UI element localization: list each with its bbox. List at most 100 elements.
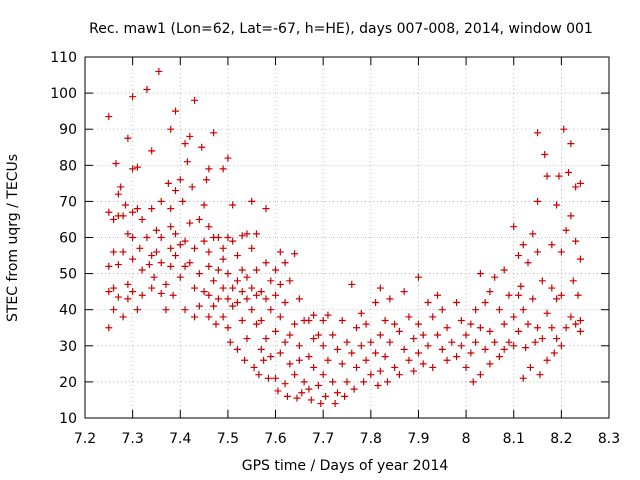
data-point [224,270,232,278]
data-point [133,163,141,171]
data-point [514,252,522,260]
data-point [233,345,241,353]
data-point [360,378,368,386]
data-point [429,313,437,321]
data-point [181,262,189,270]
data-point [274,387,282,395]
data-point [574,291,582,299]
x-tick-label: 7.8 [360,431,382,447]
data-point [257,288,265,296]
data-point [224,324,232,332]
x-tick-label: 8.1 [503,431,525,447]
x-tick-label: 7.6 [264,431,286,447]
data-point [576,327,584,335]
y-tick-label: 30 [59,339,77,355]
data-point [219,255,227,263]
data-point [522,344,530,352]
data-point [333,389,341,397]
data-point [257,345,265,353]
y-tick-label: 90 [59,122,77,138]
data-point [129,208,137,216]
data-point [534,129,542,137]
data-point [386,295,394,303]
data-point [205,165,213,173]
data-point [114,190,122,198]
data-point [124,295,132,303]
data-point [200,237,208,245]
data-point [119,313,127,321]
data-point [172,187,180,195]
y-tick-label: 20 [59,375,77,391]
data-point [414,320,422,328]
y-axis-label: STEC from uqrg / TECUs [5,154,21,322]
data-point [248,197,256,205]
data-point [195,302,203,310]
data-point [148,284,156,292]
data-point [569,277,577,285]
y-tick-label: 80 [59,158,77,174]
data-point [138,291,146,299]
data-point [262,295,270,303]
data-point [186,219,194,227]
data-point [548,324,556,332]
data-point [457,317,465,325]
data-point [305,317,313,325]
data-point [186,132,194,140]
data-point [486,360,494,368]
data-point [195,215,203,223]
data-point [298,389,306,397]
data-point [252,291,260,299]
data-point [238,266,246,274]
data-point [343,338,351,346]
data-point [443,324,451,332]
data-point [224,154,232,162]
data-point [167,262,175,270]
data-point [267,277,275,285]
data-point [314,331,322,339]
y-tick-label: 110 [50,50,77,66]
data-point [419,360,427,368]
data-point [202,176,210,184]
data-point [129,288,137,296]
data-point [229,284,237,292]
data-point [462,363,470,371]
data-point [179,197,187,205]
data-point [419,331,427,339]
data-point [148,205,156,213]
data-point [167,125,175,133]
data-point [150,273,158,281]
data-point [381,317,389,325]
y-tick-label: 10 [59,411,77,427]
data-point [553,201,561,209]
x-tick-label: 7.2 [74,431,96,447]
data-point [443,356,451,364]
data-point [514,327,522,335]
data-point [317,400,325,408]
data-point [453,353,461,361]
data-point [224,295,232,303]
data-point [305,353,313,361]
data-point [357,309,365,317]
data-point [241,356,249,364]
data-point [395,371,403,379]
data-point [536,371,544,379]
data-point [129,255,137,263]
data-point [476,371,484,379]
data-point [514,291,522,299]
data-point [157,234,165,241]
data-point [550,349,558,357]
data-point [250,363,258,371]
data-point [331,400,339,408]
data-points [105,67,584,408]
data-point [210,129,218,137]
data-point [310,363,318,371]
data-point [557,248,565,256]
data-point [560,125,568,133]
y-tick-label: 70 [59,194,77,210]
data-point [252,320,260,328]
data-point [219,284,227,292]
data-point [519,241,527,249]
data-point [219,244,227,252]
data-point [510,342,518,350]
data-point [145,261,153,269]
